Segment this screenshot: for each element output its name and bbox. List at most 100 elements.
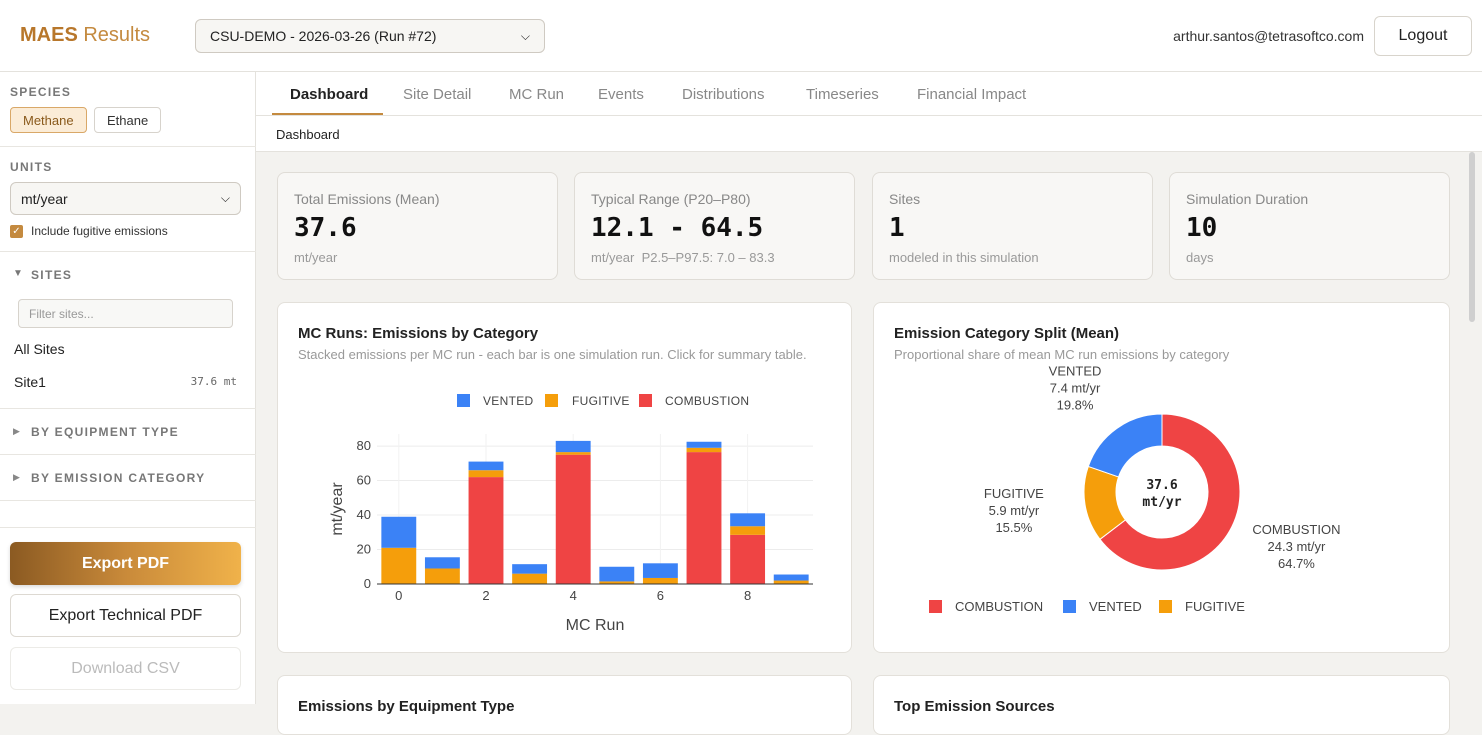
legend-swatch-combustion — [929, 600, 942, 613]
donut-slice-combustion — [1099, 413, 1241, 571]
all-sites-item[interactable]: All Sites — [14, 341, 65, 357]
bar-segment-vented — [381, 516, 417, 548]
bar-segment-vented — [730, 513, 766, 527]
units-label: UNITS — [10, 160, 53, 174]
fugitive-checkbox[interactable]: ✓ — [10, 225, 23, 238]
brand-bold: MAES — [20, 24, 78, 46]
donut-slice-vented — [1087, 413, 1163, 478]
bar-segment-fugitive — [730, 526, 766, 535]
sites-label[interactable]: SITES — [31, 268, 73, 282]
kpi-label: Sites — [889, 191, 921, 207]
kpi-label: Simulation Duration — [1186, 191, 1309, 207]
active-tab-indicator — [272, 113, 383, 115]
bar-segment-vented — [642, 563, 678, 578]
bar-segment-combustion — [730, 534, 766, 584]
bar-segment-fugitive — [381, 547, 417, 584]
slice-label-name: VENTED — [1049, 363, 1102, 378]
legend-swatch-vented — [1063, 600, 1076, 613]
scrollbar[interactable] — [1469, 152, 1475, 322]
mc-runs-bar-chart[interactable]: 0 20 40 60 80 0 2 4 6 8 MC Run mt/year — [278, 303, 852, 653]
kpi-card-simulation-duration: Simulation Duration 10 days — [1169, 172, 1450, 280]
kpi-value: 37.6 — [294, 213, 357, 243]
divider — [0, 408, 256, 409]
kpi-value: 10 — [1186, 213, 1218, 243]
equipment-type-card: Emissions by Equipment Type — [277, 675, 852, 735]
logout-button[interactable]: Logout — [1374, 16, 1472, 56]
divider — [0, 500, 256, 501]
bar-segment-fugitive — [686, 447, 722, 453]
species-methane-chip[interactable]: Methane — [10, 107, 87, 133]
bar-segment-fugitive — [555, 452, 591, 455]
card-subtitle: Stacked emissions per MC run - each bar … — [298, 347, 807, 362]
card-subtitle: Proportional share of mean MC run emissi… — [894, 347, 1230, 362]
y-axis-label: mt/year — [329, 482, 346, 536]
equipment-type-label[interactable]: BY EQUIPMENT TYPE — [31, 425, 179, 439]
tab-timeseries[interactable]: Timeseries — [806, 86, 879, 103]
site-item-label[interactable]: Site1 — [14, 374, 46, 390]
legend-swatch-fugitive — [1159, 600, 1172, 613]
card-title: MC Runs: Emissions by Category — [298, 325, 539, 342]
y-tick-label: 20 — [357, 542, 371, 557]
card-title: Top Emission Sources — [894, 698, 1055, 715]
tab-site-detail[interactable]: Site Detail — [403, 86, 472, 103]
legend-label-combustion: COMBUSTION — [955, 599, 1043, 614]
species-label: SPECIES — [10, 85, 72, 99]
chevron-down-icon: ⌵ — [520, 28, 530, 43]
x-tick-label: 0 — [395, 588, 402, 603]
kpi-card-typical-range: Typical Range (P20–P80) 12.1 - 64.5 mt/y… — [574, 172, 855, 280]
x-tick-label: 2 — [482, 588, 489, 603]
emission-category-label[interactable]: BY EMISSION CATEGORY — [31, 471, 206, 485]
fugitive-checkbox-label: Include fugitive emissions — [31, 224, 168, 238]
app-brand: MAES Results — [20, 24, 150, 47]
tab-distributions[interactable]: Distributions — [682, 86, 765, 103]
tab-bar: Dashboard Site Detail MC Run Events Dist… — [256, 72, 1482, 116]
y-tick-label: 60 — [357, 473, 371, 488]
slice-label-percent: 64.7% — [1278, 556, 1315, 571]
species-ethane-chip[interactable]: Ethane — [94, 107, 162, 133]
legend-label-fugitive: FUGITIVE — [1185, 599, 1245, 614]
y-tick-label: 80 — [357, 438, 371, 453]
divider — [0, 527, 256, 528]
export-pdf-button[interactable]: Export PDF — [10, 542, 241, 585]
kpi-sub: mt/year — [294, 250, 338, 265]
donut-center-unit: mt/yr — [1142, 495, 1181, 510]
caret-right-icon[interactable]: ▶ — [13, 426, 20, 436]
divider — [0, 454, 256, 455]
legend-swatch-vented — [457, 394, 470, 407]
caret-right-icon[interactable]: ▶ — [13, 472, 20, 482]
top-bar: MAES Results CSU-DEMO - 2026-03-26 (Run … — [0, 0, 1482, 72]
top-sources-card: Top Emission Sources — [873, 675, 1450, 735]
tab-mc-run[interactable]: MC Run — [509, 86, 565, 103]
kpi-sub: modeled in this simulation — [889, 250, 1039, 265]
units-select[interactable]: mt/year ⌵ — [10, 182, 241, 215]
bar-segment-vented — [773, 574, 809, 581]
x-tick-label: 4 — [570, 588, 577, 603]
tab-dashboard[interactable]: Dashboard — [290, 86, 369, 103]
run-select[interactable]: CSU-DEMO - 2026-03-26 (Run #72) ⌵ — [195, 19, 545, 53]
sidebar: SPECIES Methane Ethane UNITS mt/year ⌵ ✓ … — [0, 72, 256, 704]
slice-label-name: FUGITIVE — [984, 486, 1044, 501]
divider — [0, 146, 256, 147]
category-split-card: Emission Category Split (Mean) Proportio… — [873, 302, 1450, 653]
bar-segment-combustion — [468, 477, 504, 584]
bar-segment-fugitive — [468, 470, 504, 478]
user-email: arthur.santos@tetrasoftco.com — [1173, 28, 1364, 44]
bar-segment-combustion — [686, 452, 722, 584]
caret-down-icon[interactable]: ▼ — [13, 268, 23, 279]
tab-financial-impact[interactable]: Financial Impact — [917, 86, 1027, 103]
donut-center-value: 37.6 — [1146, 478, 1177, 493]
category-donut-chart[interactable]: 37.6 mt/yr COMBUSTION 24.3 mt/yr 64.7% VENTED… — [874, 303, 1450, 653]
tab-events[interactable]: Events — [598, 86, 644, 103]
slice-label-value: 7.4 mt/yr — [1050, 380, 1101, 395]
legend-label-vented: VENTED — [483, 394, 534, 408]
mc-runs-chart-card[interactable]: MC Runs: Emissions by Category Stacked e… — [277, 302, 852, 653]
export-technical-pdf-button[interactable]: Export Technical PDF — [10, 594, 241, 637]
kpi-label: Total Emissions (Mean) — [294, 191, 440, 207]
bar-segment-vented — [468, 461, 504, 471]
filter-sites-input[interactable]: Filter sites... — [18, 299, 233, 328]
legend-swatch-fugitive — [545, 394, 558, 407]
download-csv-button[interactable]: Download CSV — [10, 647, 241, 690]
bar-segment-fugitive — [642, 577, 678, 584]
legend-label-fugitive: FUGITIVE — [572, 394, 630, 408]
site-item-value: 37.6 mt — [190, 375, 237, 388]
